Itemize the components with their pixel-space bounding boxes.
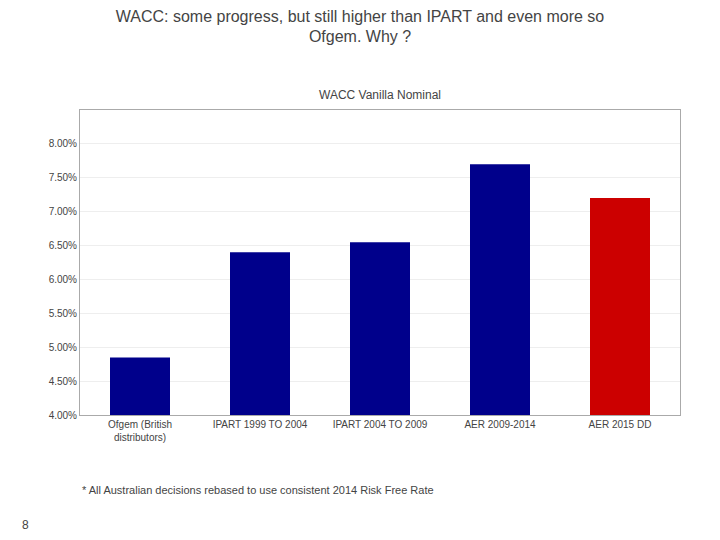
svg-text:7.50%: 7.50% [49, 172, 77, 183]
svg-text:* All Australian decisions reb: * All Australian decisions rebased to us… [82, 484, 434, 496]
svg-text:WACC: some progress, but still: WACC: some progress, but still higher th… [116, 8, 605, 46]
svg-text:AER 2015 DD: AER 2015 DD [589, 419, 652, 430]
svg-text:AER 2009-2014: AER 2009-2014 [464, 419, 536, 430]
svg-text:8.00%: 8.00% [49, 138, 77, 149]
svg-text:WACC Vanilla Nominal: WACC Vanilla Nominal [319, 88, 441, 102]
svg-text:4.50%: 4.50% [49, 376, 77, 387]
svg-text:4.00%: 4.00% [49, 410, 77, 421]
svg-text:IPART 2004 TO 2009: IPART 2004 TO 2009 [333, 419, 428, 430]
svg-text:5.00%: 5.00% [49, 342, 77, 353]
svg-text:Ofgem (Britishdistributors): Ofgem (Britishdistributors) [108, 419, 172, 443]
svg-text:IPART 1999 TO 2004: IPART 1999 TO 2004 [213, 419, 308, 430]
svg-text:7.00%: 7.00% [49, 206, 77, 217]
svg-text:5.50%: 5.50% [49, 308, 77, 319]
svg-text:6.00%: 6.00% [49, 274, 77, 285]
svg-text:6.50%: 6.50% [49, 240, 77, 251]
svg-text:8: 8 [22, 518, 29, 532]
